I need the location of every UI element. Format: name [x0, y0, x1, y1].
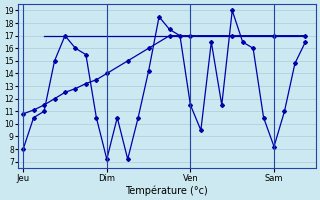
X-axis label: Température (°c): Température (°c) [125, 185, 208, 196]
